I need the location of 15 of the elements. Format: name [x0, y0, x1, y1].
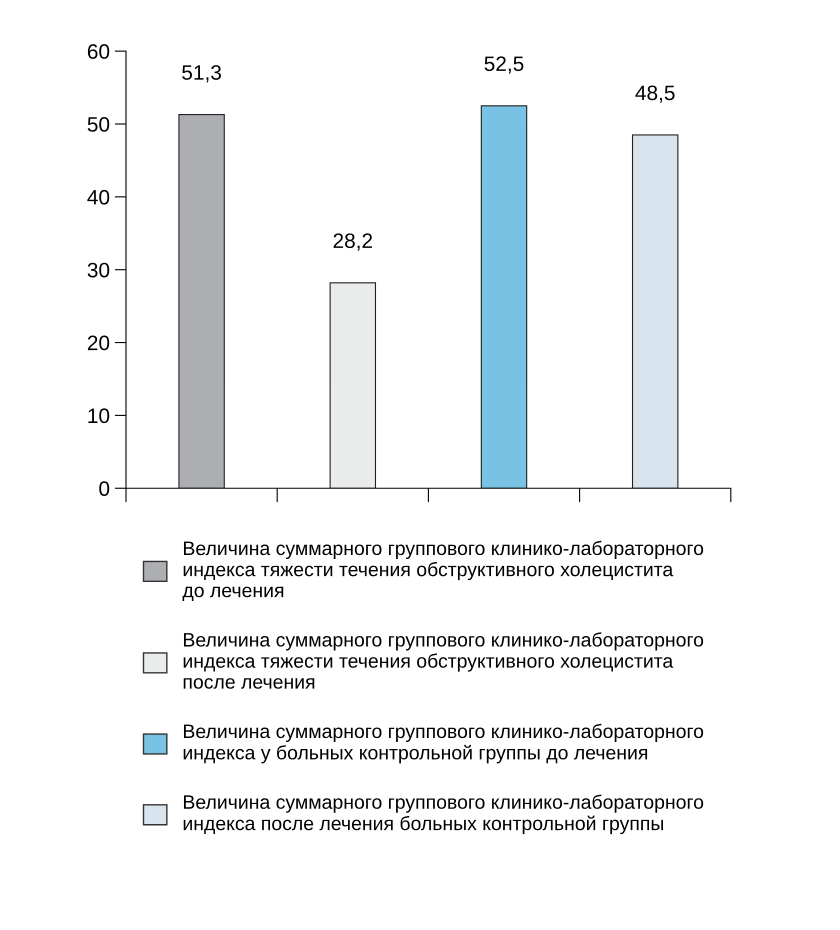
- y-tick-label: 10: [88, 408, 110, 424]
- y-tick-label: 40: [87, 190, 110, 205]
- legend-label: Величина суммарного группового клинико-лабораторного индекса после лечения больных контрольной группы: [184, 794, 704, 834]
- y-tick-label: 50: [88, 117, 110, 132]
- y-tick-label: 20: [88, 336, 110, 350]
- data-label: 28,2: [334, 233, 372, 251]
- y-tick-label: 0: [99, 481, 110, 496]
- data-label: 52,5: [484, 56, 524, 74]
- data-label: 51,3: [182, 65, 221, 82]
- y-tick-label: 30: [88, 262, 110, 278]
- y-tick-label: 60: [88, 44, 110, 59]
- data-label: 48,5: [635, 86, 675, 103]
- legend-label: Величина суммарного группового клинико-лабораторного индекса тяжести течения обструктивного холецистита до лечения: [182, 540, 704, 601]
- legend-label: Величина суммарного группового клинико-лабораторного индекса у больных контрольной группы до лечения: [184, 724, 704, 764]
- legend-label: Величина суммарного группового клинико-лабораторного индекса тяжести течения обструктивного холецистита после лечения: [184, 632, 704, 689]
